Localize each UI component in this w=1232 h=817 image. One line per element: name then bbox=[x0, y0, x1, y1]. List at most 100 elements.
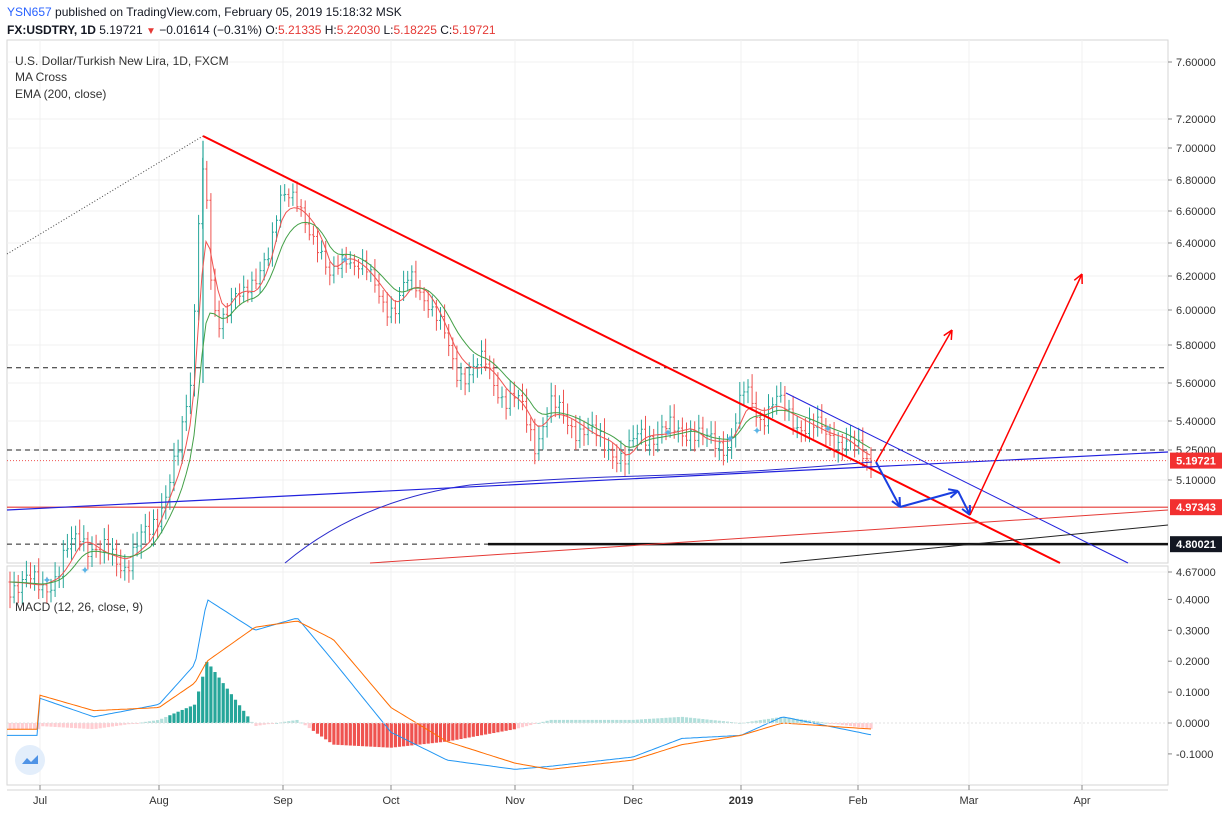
author-link[interactable]: YSN657 bbox=[7, 5, 52, 19]
price-tag-last bbox=[1170, 452, 1222, 469]
projection-arrow-up-3-head bbox=[1073, 273, 1083, 285]
macd-hist-bar bbox=[795, 718, 799, 723]
macd-hist-bar bbox=[455, 723, 459, 740]
macd-hist-bar bbox=[553, 719, 557, 723]
projection-arrow-up-1-head bbox=[943, 329, 953, 341]
macd-hist-bar bbox=[590, 719, 594, 723]
price-tick-label: 6.00000 bbox=[1176, 305, 1216, 317]
macd-hist-bar bbox=[438, 723, 443, 743]
macd-hist-bar bbox=[160, 718, 164, 723]
publish-line: YSN657 published on TradingView.com, Feb… bbox=[7, 5, 402, 19]
price-tick-label: 5.80000 bbox=[1176, 340, 1216, 352]
macd-hist-bar bbox=[791, 718, 795, 723]
time-tick-label: Dec bbox=[623, 795, 643, 807]
macd-hist-bar bbox=[238, 705, 242, 723]
macd-hist-bar bbox=[385, 723, 389, 748]
macd-hist-bar bbox=[172, 713, 176, 723]
macd-hist-bar bbox=[24, 723, 28, 730]
macd-hist-bar bbox=[648, 718, 652, 723]
macd-hist-bar bbox=[352, 723, 356, 746]
macd-hist-bar bbox=[762, 719, 766, 723]
macd-hist-bar bbox=[303, 723, 307, 726]
published-text: published on TradingView.com, February 0… bbox=[55, 5, 402, 19]
macd-hist-bar bbox=[451, 723, 455, 741]
macd-hist-bar bbox=[119, 723, 123, 726]
macd-hist-bar bbox=[250, 721, 254, 723]
macd-tick-label: 0.1000 bbox=[1176, 687, 1210, 699]
macd-hist-bar bbox=[705, 719, 709, 723]
macd-hist-bar bbox=[340, 723, 344, 746]
ma-fast-line bbox=[9, 207, 871, 586]
macd-hist-bar bbox=[291, 720, 295, 723]
macd-hist-bar bbox=[258, 723, 262, 726]
macd-hist-bar bbox=[508, 723, 512, 731]
ma-cross-marker: ✦ bbox=[80, 565, 89, 577]
macd-hist-bar bbox=[16, 723, 20, 730]
price-tag-label: 5.19721 bbox=[1176, 456, 1216, 468]
macd-hist-bar bbox=[336, 723, 340, 745]
macd-hist-bar bbox=[422, 723, 426, 745]
macd-hist-bar bbox=[775, 717, 779, 723]
price-tag-red bbox=[1170, 499, 1222, 516]
macd-hist-bar bbox=[434, 723, 438, 743]
macd-hist-bar bbox=[496, 723, 500, 733]
macd-hist-bar bbox=[611, 719, 615, 723]
macd-hist-bar bbox=[373, 723, 377, 747]
low-label: L: bbox=[383, 23, 394, 37]
red-rising-line bbox=[369, 509, 1169, 564]
macd-hist-bar bbox=[561, 719, 566, 723]
price-tag-label: 4.80021 bbox=[1176, 539, 1216, 551]
macd-hist-bar bbox=[459, 723, 463, 739]
macd-hist-bar bbox=[537, 722, 541, 724]
time-tick-label: Oct bbox=[382, 795, 399, 807]
macd-hist-bar bbox=[225, 688, 229, 723]
macd-hist-bar bbox=[607, 719, 611, 723]
macd-hist-bar bbox=[94, 723, 98, 729]
macd-hist-bar bbox=[672, 717, 676, 723]
macd-tick-label: -0.1000 bbox=[1176, 749, 1213, 761]
projection-arrow-up-3 bbox=[969, 273, 1083, 516]
macd-hist-bar bbox=[233, 699, 238, 723]
macd-hist-bar bbox=[402, 723, 406, 747]
macd-pane-frame bbox=[6, 565, 1169, 786]
macd-hist-bar bbox=[115, 723, 119, 726]
price-tick-label: 5.10000 bbox=[1176, 475, 1216, 487]
price-tick-label: 7.60000 bbox=[1176, 57, 1216, 69]
macd-hist-bar bbox=[266, 723, 270, 725]
macd-hist-bar bbox=[287, 721, 291, 723]
macd-hist-bar bbox=[315, 723, 320, 734]
macd-hist-bar bbox=[598, 719, 602, 723]
tradingview-logo-icon bbox=[15, 745, 45, 775]
macd-hist-bar bbox=[533, 723, 537, 724]
macd-hist-bar bbox=[701, 719, 705, 723]
macd-hist-bar bbox=[520, 723, 525, 728]
macd-hist-bar bbox=[746, 721, 750, 723]
macd-hist-bar bbox=[488, 723, 492, 734]
macd-hist-bar bbox=[37, 723, 41, 730]
macd-hist-bar bbox=[848, 723, 853, 727]
ma-cross-marker: ✦ bbox=[340, 255, 349, 267]
macd-hist-bar bbox=[832, 723, 836, 724]
macd-hist-bar bbox=[766, 718, 771, 723]
macd-hist-bar bbox=[418, 723, 422, 745]
macd-hist-bar bbox=[582, 719, 586, 723]
macd-hist-bar bbox=[529, 723, 533, 726]
macd-hist-bar bbox=[697, 718, 701, 723]
symbol: FX:USDTRY, 1D bbox=[7, 23, 96, 37]
macd-hist-bar bbox=[98, 723, 102, 729]
macd-hist-bar bbox=[209, 666, 213, 723]
macd-hist-bar bbox=[492, 723, 496, 734]
price-tag-label: 4.97343 bbox=[1176, 502, 1216, 514]
macd-hist-bar bbox=[12, 723, 16, 730]
macd-hist-bar bbox=[33, 723, 37, 730]
ohlc-line: FX:USDTRY, 1D 5.19721 ▼ −0.01614 (−0.31%… bbox=[7, 23, 496, 37]
time-tick-label: Nov bbox=[505, 795, 525, 807]
macd-hist-bar bbox=[369, 723, 373, 747]
price-tick-label: 7.00000 bbox=[1176, 143, 1216, 155]
macd-hist-bar bbox=[221, 683, 225, 723]
macd-hist-bar bbox=[447, 723, 451, 742]
macd-hist-bar bbox=[668, 717, 672, 723]
macd-hist-bar bbox=[45, 723, 49, 727]
macd-hist-bar bbox=[151, 720, 156, 723]
